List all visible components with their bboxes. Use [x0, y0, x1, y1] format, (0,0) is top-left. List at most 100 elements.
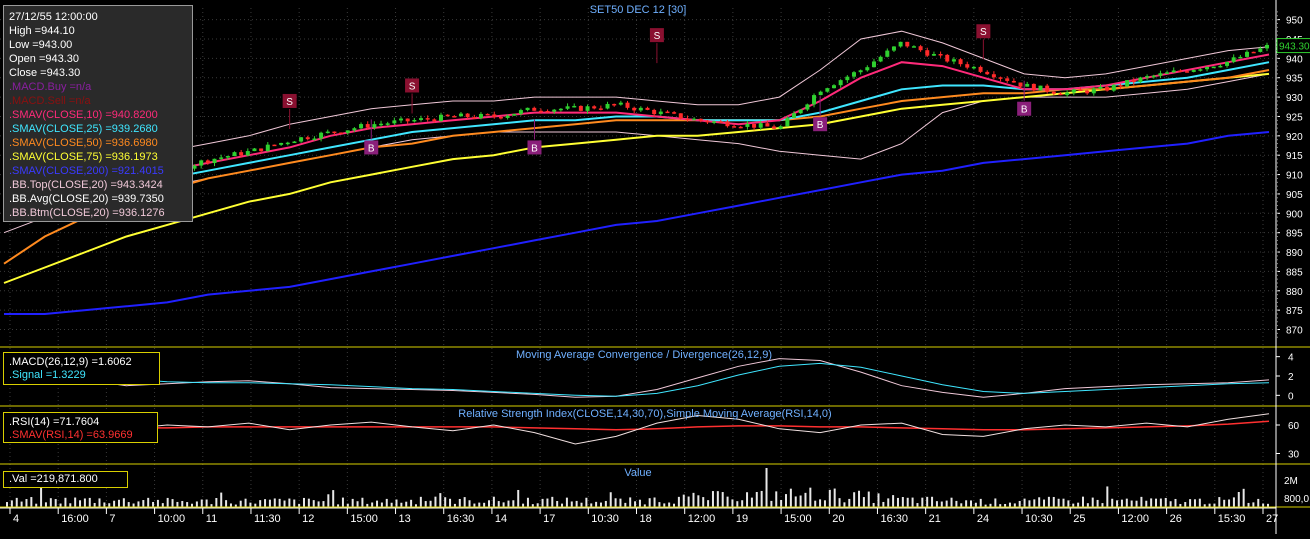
value-bar	[950, 497, 953, 507]
value-bar	[1038, 497, 1041, 507]
candle-body	[898, 41, 903, 47]
value-bar	[561, 503, 564, 507]
value-bar	[249, 502, 252, 507]
value-bar	[137, 501, 140, 507]
value-bar	[556, 501, 559, 507]
candle-body	[945, 54, 950, 62]
candle-body	[1131, 80, 1136, 83]
time-tick-label: 11:30	[254, 513, 281, 525]
time-tick-label: 27	[1266, 513, 1278, 525]
value-bar	[994, 498, 997, 507]
value-bar	[69, 503, 72, 507]
value-legend: .Val =219,871.800	[3, 471, 128, 488]
candle-body	[1065, 92, 1070, 96]
candle-body	[432, 119, 437, 122]
candle-body	[325, 131, 330, 134]
value-bar	[609, 492, 612, 507]
value-bar	[288, 498, 291, 507]
value-bar	[590, 503, 593, 507]
candle-body	[412, 119, 417, 122]
value-bar	[940, 501, 943, 507]
candle-body	[1085, 90, 1090, 94]
sell-signal-marker	[405, 78, 420, 93]
candle-body	[1258, 48, 1263, 52]
price-tick-label: 875	[1286, 306, 1303, 317]
candle-body	[732, 126, 737, 128]
time-tick-label: 15:00	[784, 513, 812, 525]
time-tick-label: 19	[736, 513, 748, 525]
value-bar	[1135, 500, 1138, 507]
candle-body	[958, 59, 963, 65]
candle-body	[1171, 70, 1176, 73]
value-bar	[361, 497, 364, 507]
candle-body	[965, 64, 970, 68]
value-bar	[380, 502, 383, 507]
bollinger-line	[3, 30, 1270, 168]
value-bar	[337, 504, 340, 507]
value-bar	[828, 489, 831, 507]
candle-body	[605, 103, 610, 109]
value-bar	[999, 504, 1002, 507]
value-bar	[478, 502, 481, 507]
value-bar	[707, 500, 710, 507]
price-tick-label: 940	[1286, 54, 1303, 65]
value-bar	[965, 500, 968, 507]
value-bar	[1232, 497, 1235, 507]
value-bar	[117, 499, 120, 507]
candle-body	[858, 70, 863, 73]
candle-body	[1158, 73, 1163, 76]
candle-body	[558, 108, 563, 111]
candle-body	[299, 137, 304, 142]
info-line: Low =943.00	[9, 39, 73, 51]
value-bar	[697, 495, 700, 507]
candle-body	[1198, 69, 1203, 71]
value-bar	[244, 498, 247, 507]
candle-body	[305, 137, 310, 140]
info-line: .SMAV(CLOSE,75) =936.1973	[9, 151, 158, 163]
candle-body	[225, 156, 230, 158]
candle-body	[365, 124, 370, 128]
value-bar	[1028, 500, 1031, 507]
candle-body	[1238, 56, 1243, 59]
candle-body	[845, 76, 850, 81]
value-bar	[1072, 503, 1075, 507]
time-tick-label: 18	[640, 513, 652, 525]
value-bar	[896, 497, 899, 507]
value-bar	[434, 496, 437, 507]
candle-body	[665, 111, 670, 114]
sell-signal-marker	[976, 24, 991, 39]
candle-body	[239, 152, 244, 156]
value-bar	[327, 494, 330, 507]
info-lines: High =944.10 Low =943.00 Open =943.30 Close…	[9, 24, 187, 220]
value-bar	[161, 503, 164, 507]
value-bar	[424, 501, 427, 507]
candle-body	[1218, 65, 1223, 68]
candle-body	[1245, 51, 1250, 57]
candle-body	[1251, 51, 1256, 54]
candle-body	[265, 144, 270, 152]
value-bar	[1208, 503, 1211, 507]
candle-body	[452, 116, 457, 118]
value-bar	[1169, 501, 1172, 507]
value-bar	[278, 498, 281, 507]
value-bar	[833, 488, 836, 507]
candle-body	[312, 138, 317, 141]
candle-body	[1005, 78, 1010, 81]
time-tick-label: 10:30	[1025, 513, 1053, 525]
candle-body	[319, 132, 324, 139]
buy-signal-marker	[813, 117, 828, 132]
value-bar	[449, 498, 452, 507]
value-bar	[200, 499, 203, 507]
candle-body	[1105, 86, 1110, 91]
candle-body	[205, 160, 210, 164]
candle-body	[752, 123, 757, 128]
value-bar	[522, 503, 525, 507]
price-tick-label: 905	[1286, 190, 1303, 201]
info-line: .SMAV(CLOSE,50) =936.6980	[9, 137, 158, 149]
macd-lines	[3, 358, 1270, 398]
value-bar	[634, 501, 637, 507]
value-bar	[726, 496, 729, 507]
